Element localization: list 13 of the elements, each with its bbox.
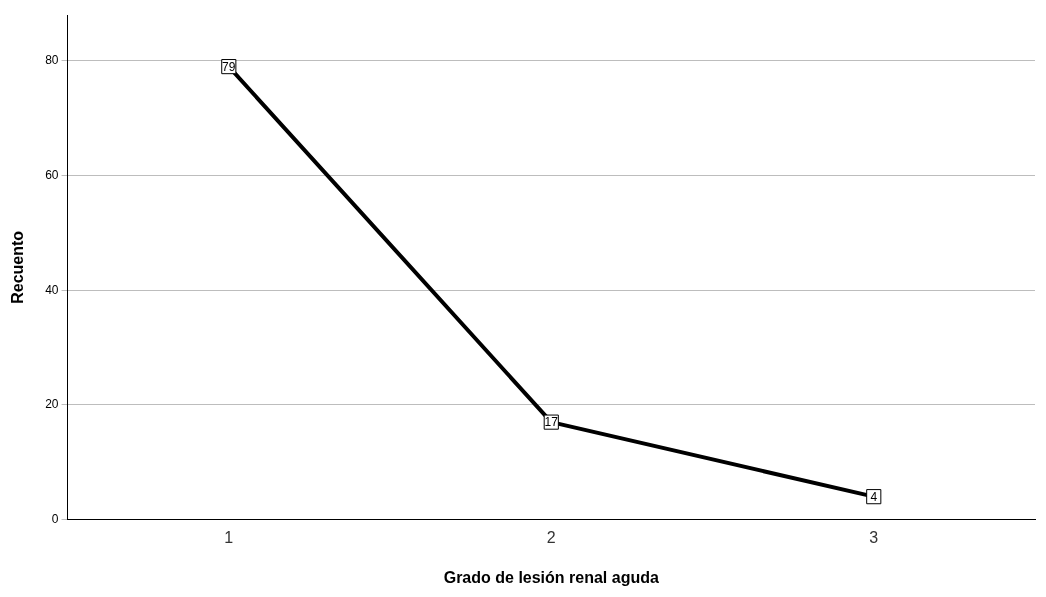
y-tick-label: 40 [45, 282, 59, 297]
y-tick-label: 80 [45, 53, 59, 68]
x-axis-title: Grado de lesión renal aguda [443, 568, 659, 586]
x-tick-label: 3 [869, 528, 879, 546]
data-label: 79 [222, 59, 236, 74]
y-tick-label: 60 [45, 167, 59, 182]
y-axis-title: Recuento [9, 230, 27, 304]
x-tick-label: 2 [546, 528, 556, 546]
y-tick-label: 0 [51, 511, 59, 526]
data-label: 17 [544, 415, 559, 430]
x-tick-label: 1 [224, 528, 234, 546]
y-tick-label: 20 [45, 397, 59, 412]
data-label: 4 [870, 489, 878, 504]
